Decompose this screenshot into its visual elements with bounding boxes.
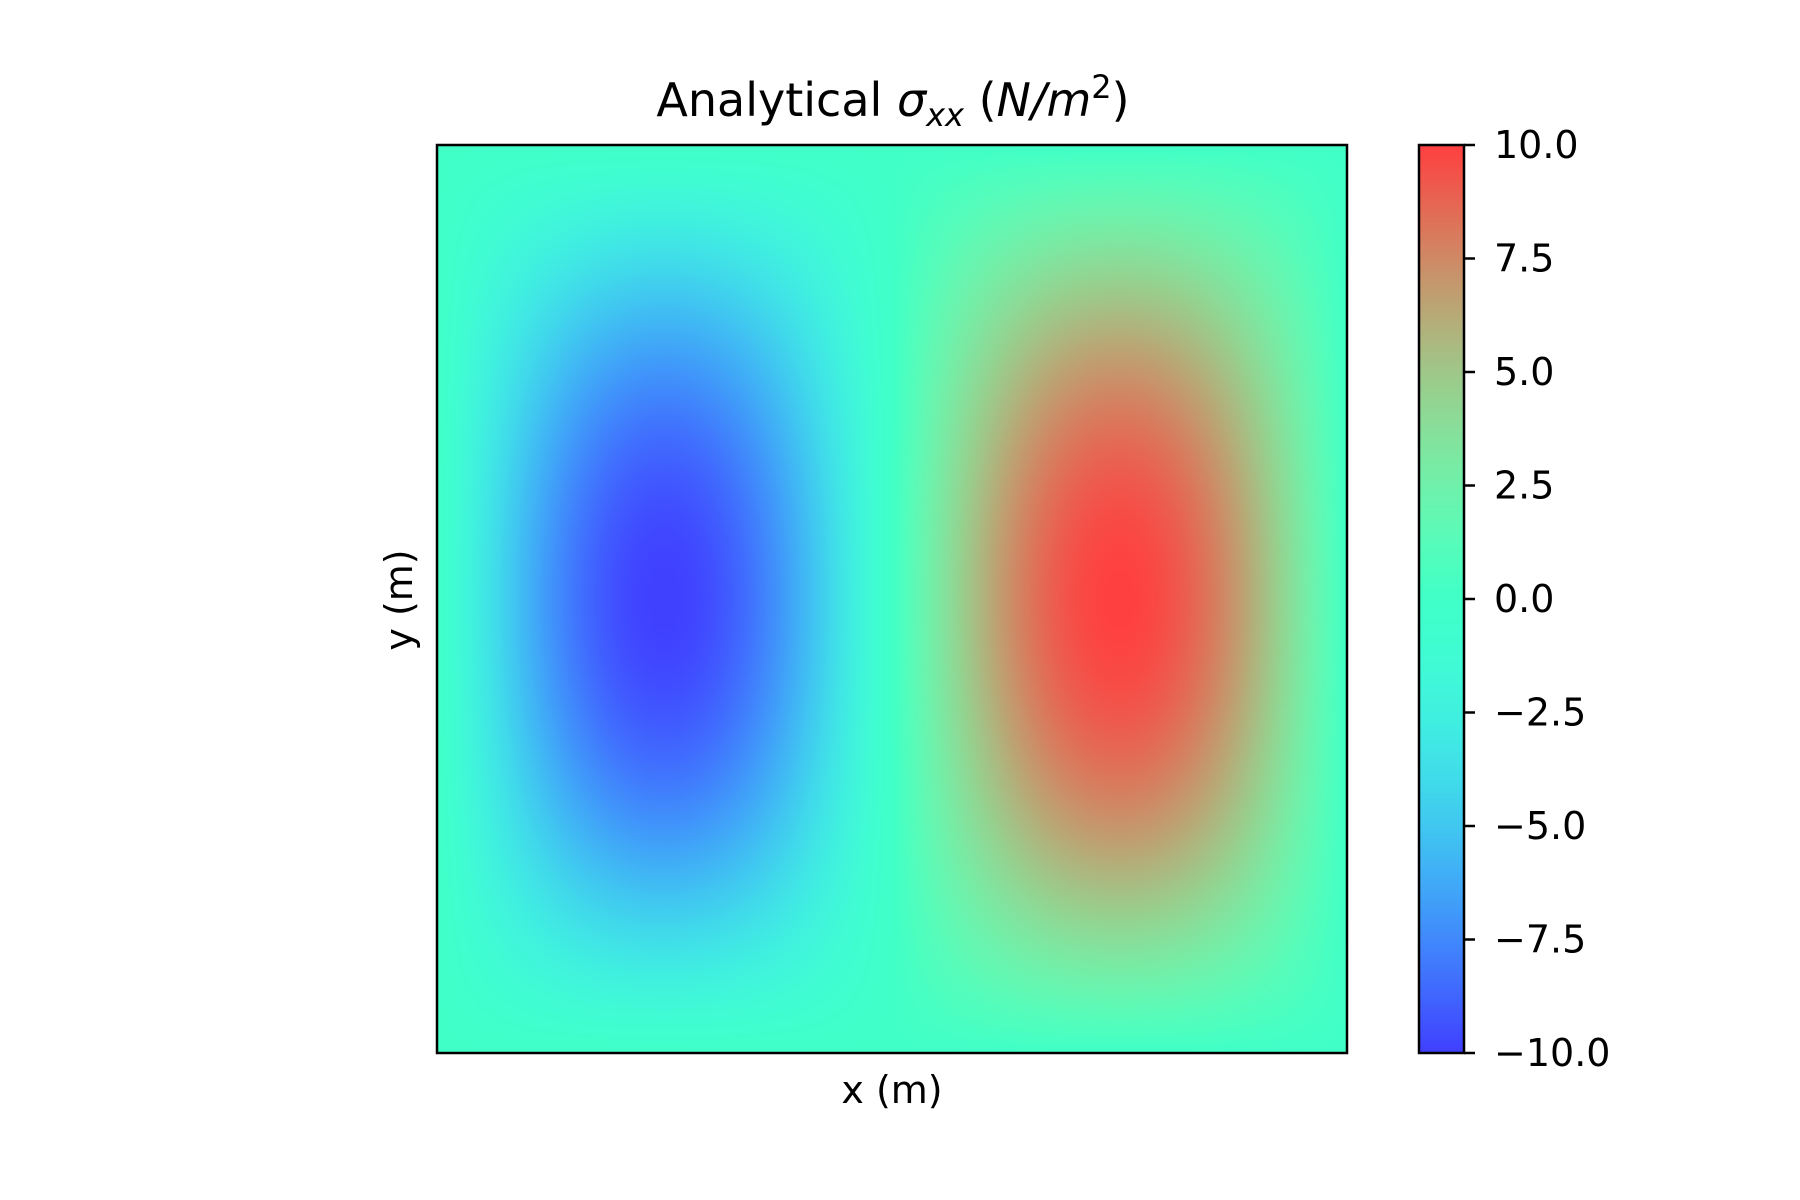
chart-title: Analytical σxx (N/m2) bbox=[656, 68, 1129, 134]
colorbar-tick-label: 7.5 bbox=[1494, 237, 1554, 281]
x-axis-label: x (m) bbox=[841, 1068, 942, 1112]
plot-frame bbox=[435, 143, 1349, 1055]
colorbar-tick-label: 10.0 bbox=[1494, 123, 1579, 167]
colorbar-tick-label: 5.0 bbox=[1494, 350, 1554, 394]
colorbar-tick-label: 0.0 bbox=[1494, 577, 1554, 621]
colorbar-tick-label: 2.5 bbox=[1494, 464, 1554, 508]
colorbar-tick-label: −2.5 bbox=[1494, 691, 1586, 735]
colorbar: 10.0 7.5 5.0 2.5 0.0 −2.5 −5.0 −7.5 −10.0 bbox=[1417, 123, 1610, 1075]
colorbar-gradient bbox=[1419, 145, 1464, 1053]
colorbar-ticks: 10.0 7.5 5.0 2.5 0.0 −2.5 −5.0 −7.5 −10.0 bbox=[1464, 123, 1610, 1075]
heatmap-plot-area bbox=[435, 143, 1349, 1055]
colorbar-tick-label: −7.5 bbox=[1494, 918, 1586, 962]
heatmap-image bbox=[437, 145, 1347, 1053]
y-axis-label: y (m) bbox=[377, 549, 421, 650]
colorbar-tick-label: −5.0 bbox=[1494, 804, 1586, 848]
colorbar-tick-label: −10.0 bbox=[1494, 1031, 1610, 1075]
